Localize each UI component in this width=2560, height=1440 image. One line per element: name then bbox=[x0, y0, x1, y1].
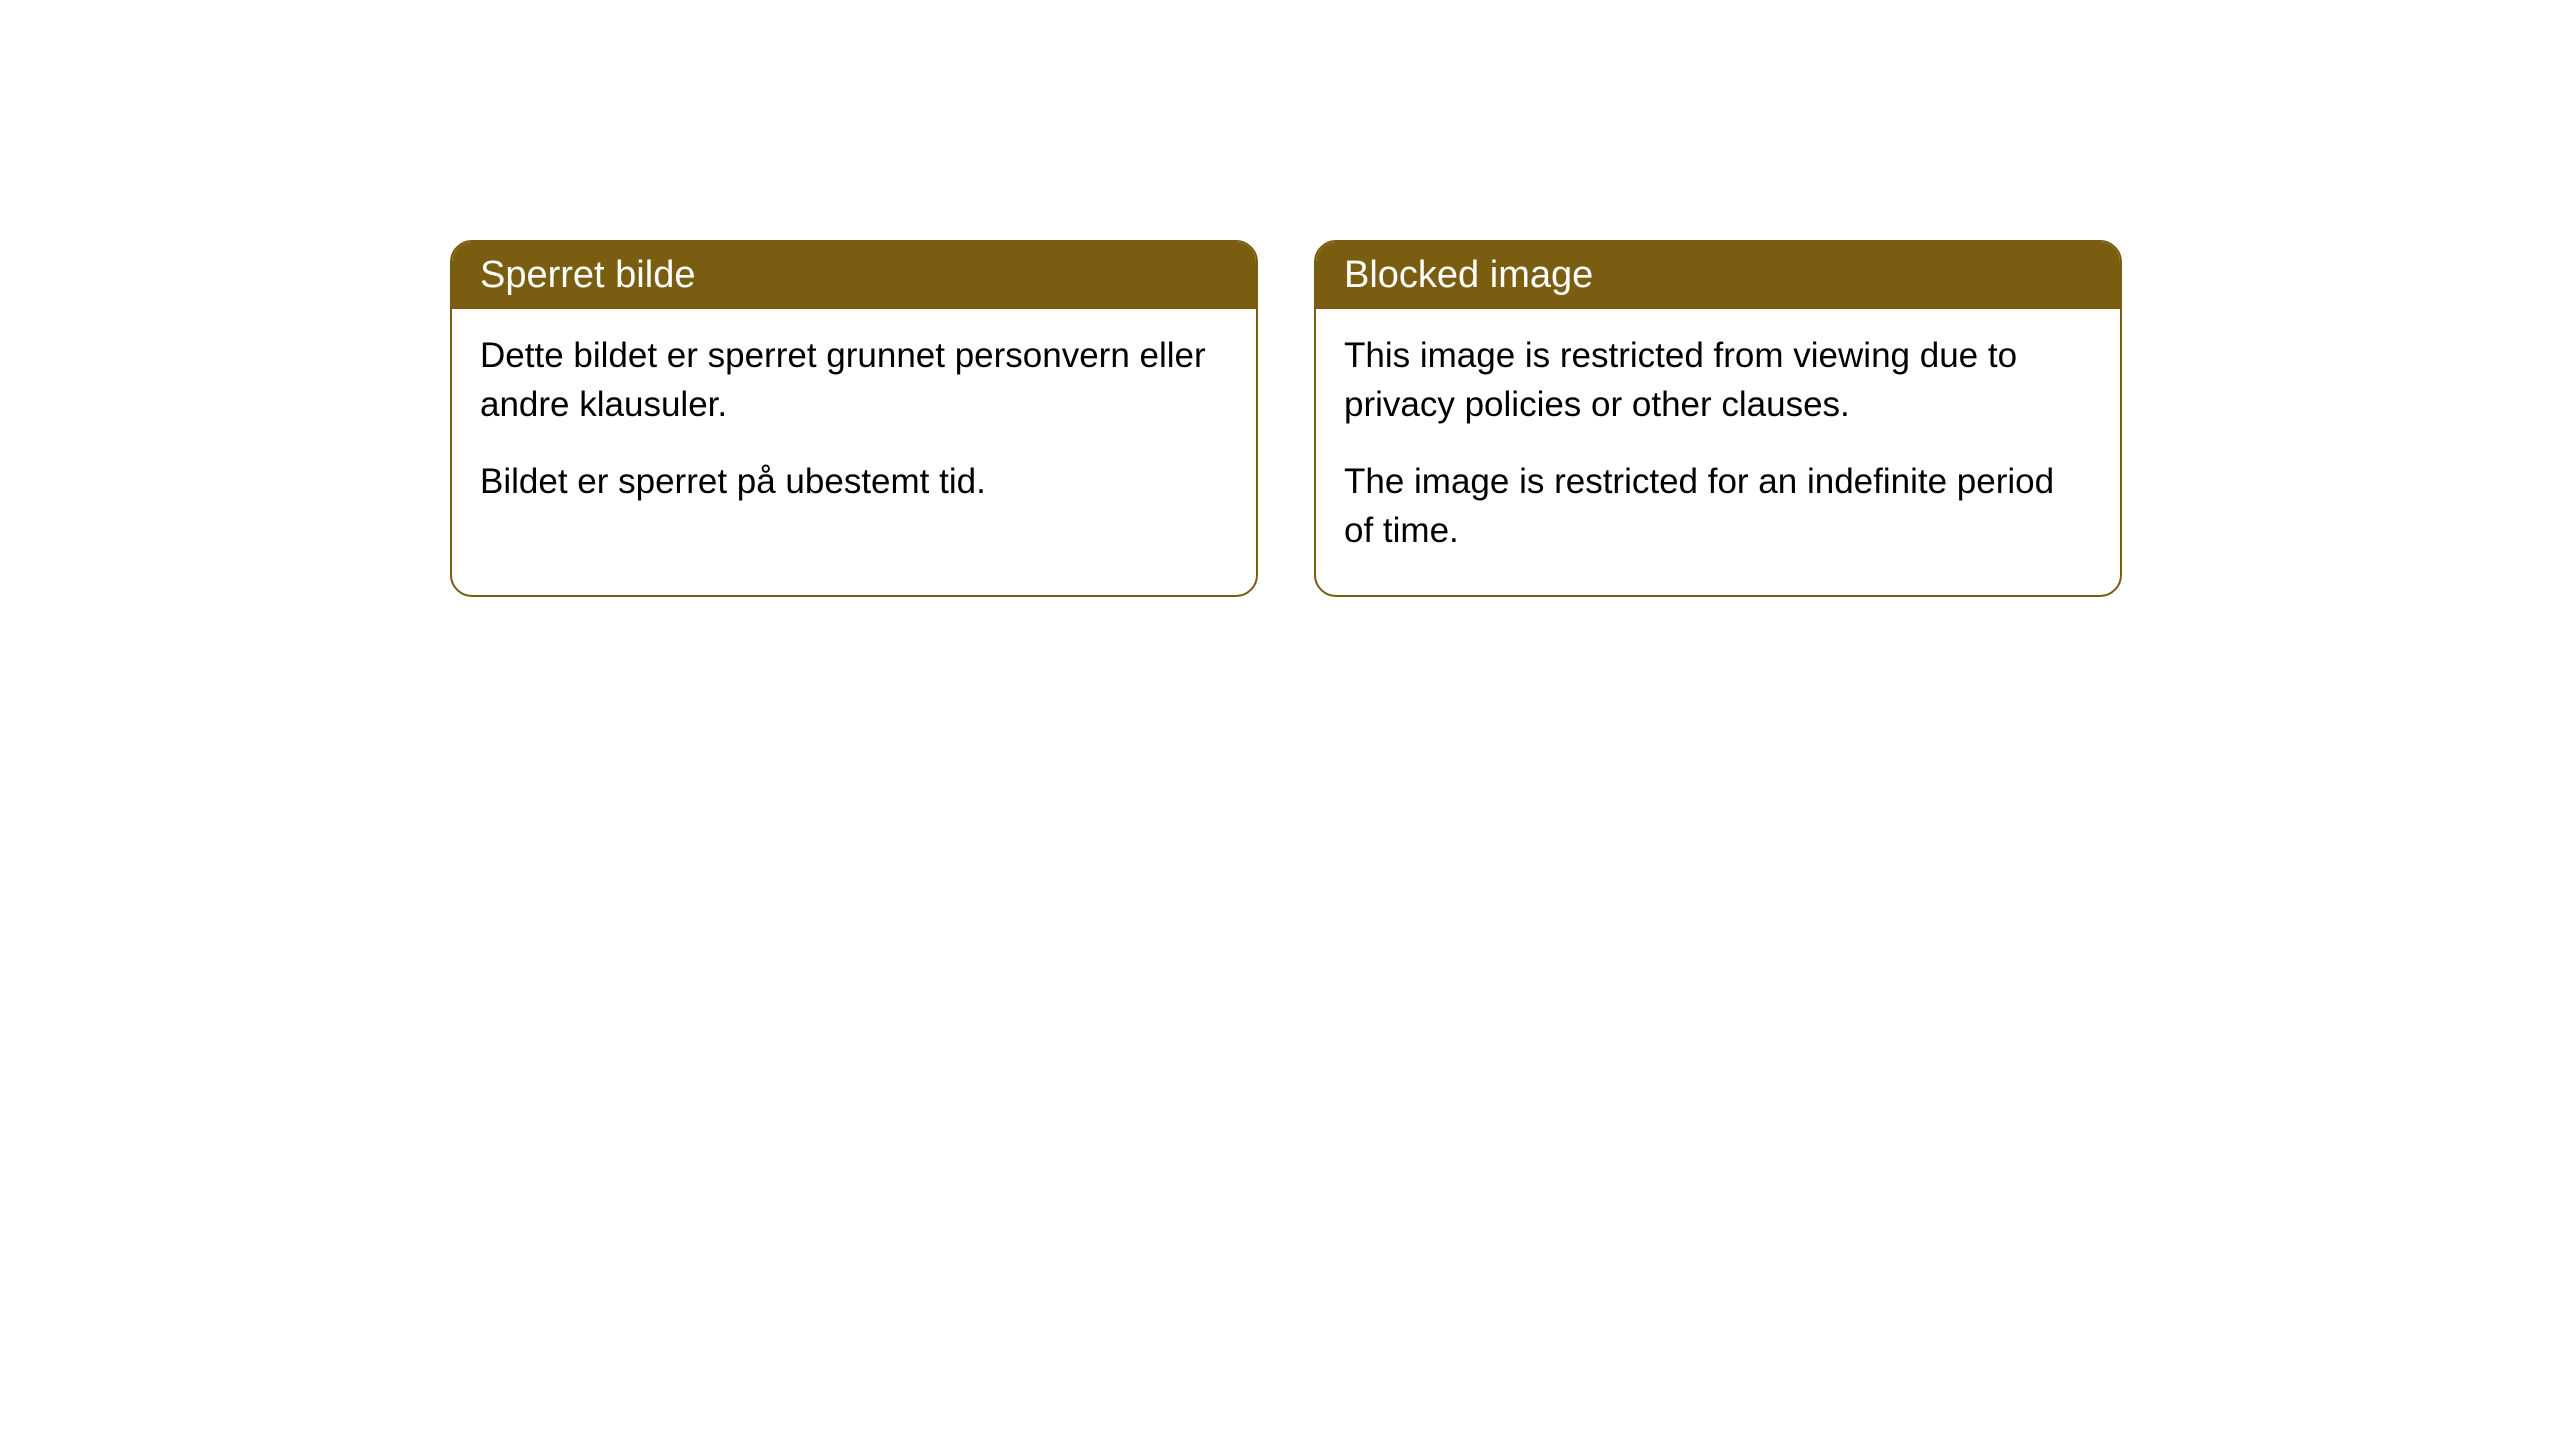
notice-paragraph: Dette bildet er sperret grunnet personve… bbox=[480, 331, 1228, 429]
notice-body-norwegian: Dette bildet er sperret grunnet personve… bbox=[452, 309, 1256, 546]
notice-box-norwegian: Sperret bilde Dette bildet er sperret gr… bbox=[450, 240, 1258, 597]
notice-paragraph: The image is restricted for an indefinit… bbox=[1344, 457, 2092, 555]
notice-header-english: Blocked image bbox=[1316, 242, 2120, 309]
notice-container: Sperret bilde Dette bildet er sperret gr… bbox=[0, 0, 2560, 597]
notice-box-english: Blocked image This image is restricted f… bbox=[1314, 240, 2122, 597]
notice-paragraph: This image is restricted from viewing du… bbox=[1344, 331, 2092, 429]
notice-paragraph: Bildet er sperret på ubestemt tid. bbox=[480, 457, 1228, 506]
notice-body-english: This image is restricted from viewing du… bbox=[1316, 309, 2120, 595]
notice-header-norwegian: Sperret bilde bbox=[452, 242, 1256, 309]
